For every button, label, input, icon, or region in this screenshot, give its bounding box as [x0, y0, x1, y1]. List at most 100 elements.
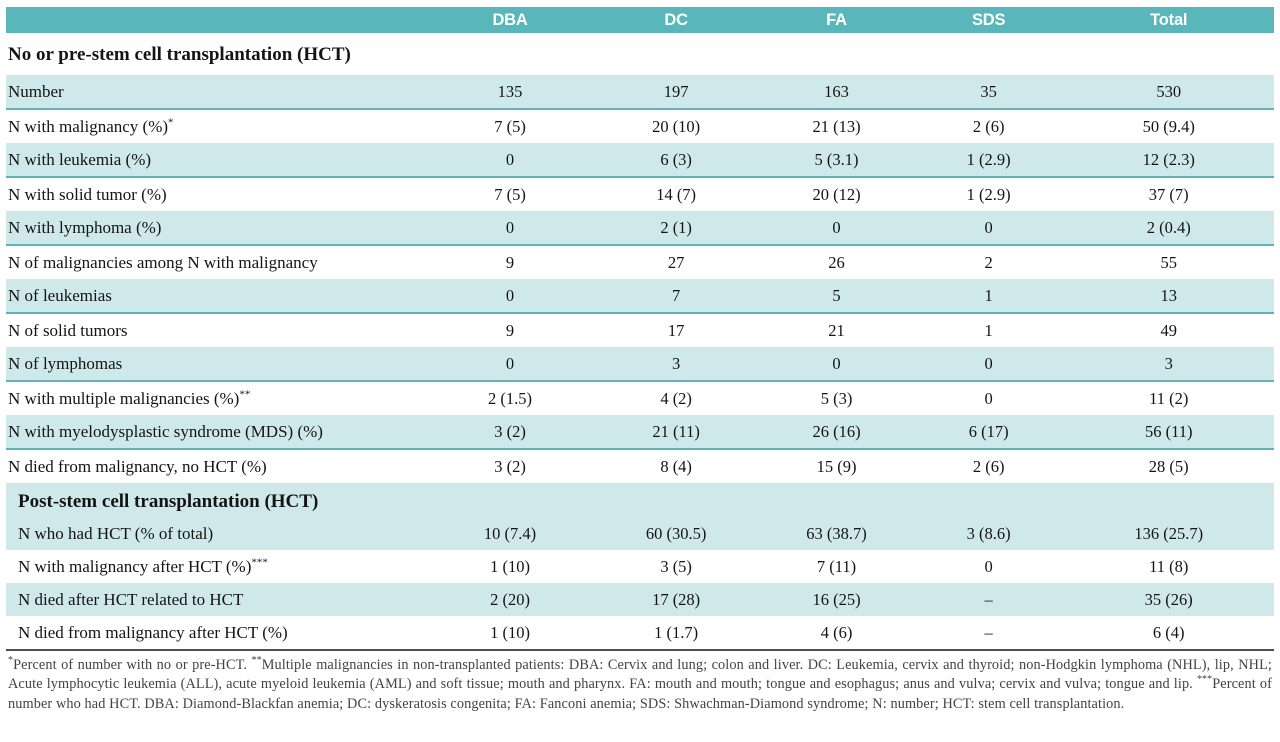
- cell-value: 0: [984, 556, 993, 576]
- cell-value: 28 (5): [1148, 456, 1189, 476]
- row-label: N with solid tumor (%): [6, 177, 427, 211]
- row-label-text: N died after HCT related to HCT: [18, 589, 244, 609]
- row-label-text: N of lymphomas: [8, 353, 123, 373]
- row-label: N died after HCT related to HCT: [6, 583, 427, 616]
- cell-value: 17 (28): [593, 583, 760, 616]
- cell-value: 27: [667, 252, 685, 272]
- column-header: DBA: [426, 7, 594, 33]
- row-label-text: N with solid tumor (%): [8, 184, 167, 204]
- cell-value: 20 (10): [652, 116, 701, 136]
- column-header: Total: [1063, 7, 1274, 33]
- row-label: N died from malignancy, no HCT (%): [6, 449, 427, 483]
- cell-value: 15 (9): [816, 456, 857, 476]
- section-header-row: No or pre-stem cell transplantation (HCT…: [6, 33, 1274, 75]
- cell-value: 2 (1): [593, 211, 760, 246]
- cell-value: 0: [426, 211, 594, 246]
- cell-value: 0: [984, 388, 993, 408]
- table-row: N of solid tumors 9 17 21 1 49: [6, 313, 1274, 347]
- cell-value: 21 (13): [812, 116, 861, 136]
- cell-value: 2: [984, 252, 993, 272]
- cell-value: 7 (11): [816, 556, 857, 576]
- page: DBA DC FA SDS Total No or pre-stem cell tran…: [6, 7, 1274, 714]
- row-label-text: N with lymphoma (%): [8, 217, 162, 237]
- cell-value: 0: [426, 143, 594, 178]
- cell-value: 11 (8): [1149, 556, 1189, 576]
- table-row: N with solid tumor (%) 7 (5) 14 (7) 20 (12)…: [6, 177, 1274, 211]
- cell-value: 6 (4): [1152, 622, 1185, 642]
- row-label: N died from malignancy after HCT (%): [6, 616, 427, 650]
- cell-value: 3 (8.6): [913, 517, 1064, 550]
- row-label: N with myelodysplastic syndrome (MDS) (%…: [6, 415, 427, 450]
- cell-value: 530: [1063, 75, 1274, 110]
- row-label-text: N of leukemias: [8, 285, 112, 305]
- row-label-text: Number: [8, 81, 64, 101]
- table-row: N of malignancies among N with malignanc…: [6, 245, 1274, 279]
- cell-value: 6 (17): [913, 415, 1064, 450]
- table-row: N died after HCT related to HCT 2 (20) 17 …: [6, 583, 1274, 616]
- table-row: N died from malignancy, no HCT (%) 3 (2) 8…: [6, 449, 1274, 483]
- cell-value: 20 (12): [812, 184, 861, 204]
- row-label-text: N with malignancy (%): [8, 116, 169, 136]
- cell-value: 2 (0.4): [1063, 211, 1274, 246]
- row-label-text: N with malignancy after HCT (%): [18, 556, 252, 576]
- cell-value: 60 (30.5): [593, 517, 760, 550]
- footnote-marker: ***: [251, 555, 268, 568]
- cell-value: 0: [426, 279, 594, 314]
- row-label-text: N with leukemia (%): [8, 149, 152, 169]
- row-label: N with lymphoma (%): [6, 211, 427, 246]
- cell-value: 1: [984, 320, 993, 340]
- cell-value: 49: [1160, 320, 1177, 340]
- row-label: N with malignancy after HCT (%)***: [6, 550, 427, 583]
- cell-value: 1 (2.9): [913, 143, 1064, 178]
- cell-value: 35 (26): [1063, 583, 1274, 616]
- cell-value: 50 (9.4): [1142, 116, 1195, 136]
- cell-value: 37 (7): [1148, 184, 1189, 204]
- section-header-row: Post-stem cell transplantation (HCT): [6, 483, 1274, 517]
- cell-value: 4 (2): [660, 388, 692, 408]
- cell-value: 21 (11): [593, 415, 760, 450]
- table-row: N with myelodysplastic syndrome (MDS) (%…: [6, 415, 1274, 450]
- row-label: N of leukemias: [6, 279, 427, 314]
- row-label-text: N of malignancies among N with malignanc…: [8, 252, 318, 272]
- cell-value: 6 (3): [593, 143, 760, 178]
- footnote-marker: **: [239, 387, 251, 400]
- column-header: SDS: [913, 7, 1064, 33]
- cell-value: 1 (1.7): [654, 622, 699, 642]
- row-label: N who had HCT (% of total): [6, 517, 427, 550]
- row-label: Number: [6, 75, 427, 110]
- section-title: No or pre-stem cell transplantation (HCT…: [8, 44, 351, 65]
- footnote-segment: Percent of number who had HCT. DBA: Diam…: [8, 676, 1272, 712]
- cell-value: 3: [593, 347, 760, 382]
- cell-value: 3 (5): [660, 556, 692, 576]
- row-label: N with leukemia (%): [6, 143, 427, 178]
- cell-value: 1 (10): [490, 556, 530, 576]
- footnote-marker: *: [8, 655, 14, 667]
- cell-value: 197: [593, 75, 760, 110]
- table-header: DBA DC FA SDS Total: [6, 7, 1274, 33]
- row-label-text: N with multiple malignancies (%): [8, 388, 240, 408]
- column-header-blank: [6, 7, 427, 33]
- table-row: N died from malignancy after HCT (%) 1 (1…: [6, 616, 1274, 650]
- cell-value: 10 (7.4): [426, 517, 594, 550]
- table-row: N of lymphomas 0 3 0 0 3: [6, 347, 1274, 382]
- row-label-text: N with myelodysplastic syndrome (MDS) (%…: [8, 421, 323, 441]
- cell-value: 11 (2): [1149, 388, 1189, 408]
- cell-value: 7: [593, 279, 760, 314]
- table-row: N with lymphoma (%) 0 2 (1) 0 0 2 (0.4): [6, 211, 1274, 246]
- row-label-text: N who had HCT (% of total): [18, 523, 214, 543]
- footnote-text: *Percent of number with no or pre-HCT. *…: [6, 656, 1274, 714]
- column-header: FA: [759, 7, 914, 33]
- table-row: N who had HCT (% of total) 10 (7.4) 60 (30…: [6, 517, 1274, 550]
- cell-value: 56 (11): [1063, 415, 1274, 450]
- cell-value: 2 (6): [972, 456, 1005, 476]
- cell-value: 0: [759, 211, 914, 246]
- cell-value: 63 (38.7): [759, 517, 914, 550]
- cell-value: 3 (2): [494, 456, 526, 476]
- cell-value: 136 (25.7): [1063, 517, 1274, 550]
- row-label: N with multiple malignancies (%)**: [6, 381, 427, 415]
- table-row: N with malignancy after HCT (%)*** 1 (10)…: [6, 550, 1274, 583]
- cell-value: 3: [1063, 347, 1274, 382]
- cell-value: 26 (16): [759, 415, 914, 450]
- cell-value: 4 (6): [820, 622, 853, 642]
- cell-value: 0: [759, 347, 914, 382]
